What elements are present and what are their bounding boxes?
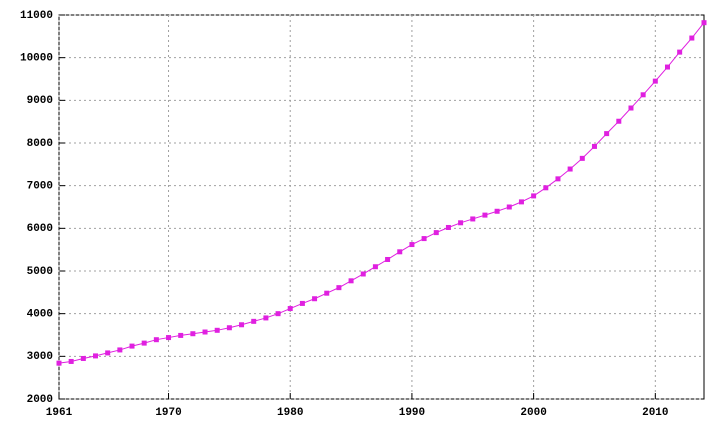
data-point — [482, 212, 488, 218]
data-point — [664, 64, 670, 70]
data-point — [701, 20, 707, 26]
data-point — [531, 193, 537, 199]
y-tick-label: 2000 — [27, 394, 53, 406]
data-point — [263, 315, 269, 321]
data-point — [80, 355, 86, 361]
x-tick-label: 2010 — [642, 407, 668, 419]
data-point — [190, 331, 196, 337]
data-point — [275, 311, 281, 317]
data-point — [506, 204, 512, 210]
data-point — [56, 360, 62, 366]
data-point — [299, 300, 305, 306]
y-tick-label: 7000 — [27, 181, 53, 193]
data-point — [677, 49, 683, 55]
data-point — [421, 236, 427, 242]
data-point — [433, 230, 439, 236]
data-point — [397, 249, 403, 255]
data-point — [324, 290, 330, 296]
data-point — [458, 220, 464, 226]
x-tick-label: 1990 — [399, 407, 425, 419]
data-point — [591, 143, 597, 149]
data-point — [652, 78, 658, 84]
data-point — [68, 358, 74, 364]
data-point — [689, 35, 695, 41]
y-tick-label: 4000 — [27, 309, 53, 321]
data-point — [239, 322, 245, 328]
data-point — [409, 242, 415, 248]
data-point — [518, 199, 524, 205]
y-tick-label: 10000 — [20, 53, 53, 65]
data-point — [372, 264, 378, 270]
data-point — [117, 347, 123, 353]
data-line — [58, 22, 705, 364]
data-point — [640, 92, 646, 98]
data-point — [287, 306, 293, 312]
y-tick-label: 6000 — [27, 223, 53, 235]
data-point — [360, 271, 366, 277]
data-point — [153, 337, 159, 343]
data-point — [543, 185, 549, 191]
x-tick-label: 1980 — [277, 407, 303, 419]
data-point — [604, 131, 610, 137]
data-point — [141, 340, 147, 346]
x-tick-label: 1970 — [155, 407, 181, 419]
data-point — [105, 350, 111, 356]
data-point — [445, 224, 451, 230]
data-point — [470, 216, 476, 222]
y-tick-label: 8000 — [27, 138, 53, 150]
data-point — [251, 318, 257, 324]
data-point — [129, 343, 135, 349]
data-point — [385, 256, 391, 262]
data-point — [202, 329, 208, 335]
data-point — [336, 285, 342, 291]
x-tick-label: 2000 — [520, 407, 546, 419]
data-point — [348, 278, 354, 284]
data-point — [166, 335, 172, 341]
data-point — [93, 353, 99, 359]
data-point — [579, 155, 585, 161]
data-point — [494, 208, 500, 214]
data-point — [226, 325, 232, 331]
data-point — [567, 166, 573, 172]
data-point — [178, 332, 184, 338]
x-tick-label: 1961 — [46, 407, 73, 419]
y-tick-label: 11000 — [20, 10, 53, 22]
y-tick-label: 9000 — [27, 95, 53, 107]
y-tick-label: 3000 — [27, 351, 53, 363]
y-tick-label: 5000 — [27, 266, 53, 278]
data-point — [628, 105, 634, 111]
data-point — [555, 176, 561, 182]
data-point — [616, 118, 622, 124]
data-point — [214, 327, 220, 333]
data-point — [312, 296, 318, 302]
